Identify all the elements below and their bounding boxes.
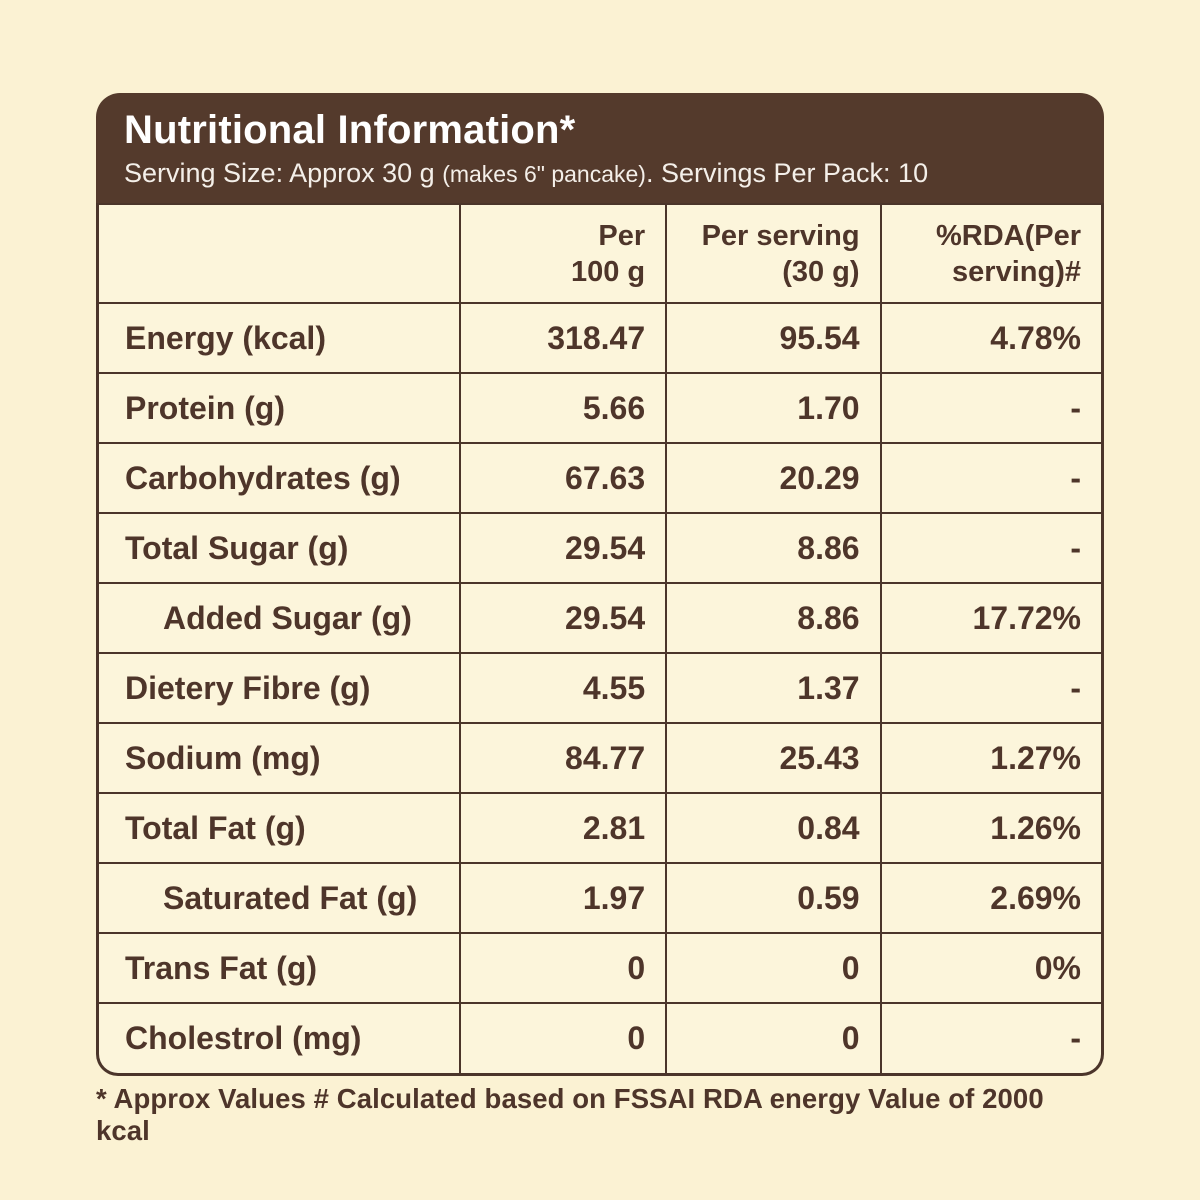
per-serving-value: 20.29 [665, 442, 882, 515]
per-serving-value: 95.54 [665, 302, 882, 375]
column-header-rda: %RDA(Per serving)# [879, 205, 1101, 305]
table-row-cholesterol: Cholestrol (mg) 0 0 - [99, 1002, 1101, 1074]
serving-info: Serving Size: Approx 30 g (makes 6" panc… [124, 157, 1076, 189]
per-serving-value: 0.59 [665, 862, 882, 935]
table-row-total-sugar: Total Sugar (g) 29.54 8.86 - [99, 512, 1101, 585]
per-serving-value: 0.84 [665, 792, 882, 865]
per-serving-value: 8.86 [665, 582, 882, 655]
per-serving-value: 0 [665, 932, 882, 1005]
rda-value: 4.78% [879, 302, 1101, 375]
per-100g-value: 1.97 [458, 862, 668, 935]
per-100g-value: 84.77 [458, 722, 668, 795]
per-100g-value: 318.47 [458, 302, 668, 375]
per-100g-value: 5.66 [458, 372, 668, 445]
per-100g-value: 4.55 [458, 652, 668, 725]
rda-value: 17.72% [879, 582, 1101, 655]
table-row-total-fat: Total Fat (g) 2.81 0.84 1.26% [99, 792, 1101, 865]
nutrient-label: Protein (g) [99, 372, 461, 445]
column-header-nutrient [99, 205, 461, 305]
rda-value: 0% [879, 932, 1101, 1005]
table-row-added-sugar: Added Sugar (g) 29.54 8.86 17.72% [99, 582, 1101, 655]
nutrient-label: Sodium (mg) [99, 722, 461, 795]
nutrient-label: Total Fat (g) [99, 792, 461, 865]
per-serving-value: 1.37 [665, 652, 882, 725]
column-header-per-serving: Per serving (30 g) [665, 205, 882, 305]
rda-value: 1.26% [879, 792, 1101, 865]
rda-value: 2.69% [879, 862, 1101, 935]
serving-size-text: Serving Size: Approx 30 g [124, 158, 443, 188]
table-row-dietary-fibre: Dietery Fibre (g) 4.55 1.37 - [99, 652, 1101, 725]
nutrition-table: Per 100 g Per serving (30 g) %RDA(Per se… [99, 205, 1101, 1074]
nutrient-label: Energy (kcal) [99, 302, 461, 375]
serving-size-note: (makes 6" pancake) [442, 161, 646, 187]
nutrient-label: Added Sugar (g) [99, 582, 461, 655]
rda-value: - [879, 372, 1101, 445]
column-header-per-100g: Per 100 g [458, 205, 668, 305]
table-row-protein: Protein (g) 5.66 1.70 - [99, 372, 1101, 445]
per-100g-value: 67.63 [458, 442, 668, 515]
rda-value: 1.27% [879, 722, 1101, 795]
nutrient-label: Dietery Fibre (g) [99, 652, 461, 725]
rda-value: - [879, 512, 1101, 585]
rda-value: - [879, 442, 1101, 515]
per-100g-value: 0 [458, 932, 668, 1005]
nutrition-table-wrapper: Per 100 g Per serving (30 g) %RDA(Per se… [96, 203, 1104, 1077]
per-serving-value: 0 [665, 1002, 882, 1074]
rda-value: - [879, 1002, 1101, 1074]
table-row-saturated-fat: Saturated Fat (g) 1.97 0.59 2.69% [99, 862, 1101, 935]
per-serving-value: 8.86 [665, 512, 882, 585]
table-row-carbohydrates: Carbohydrates (g) 67.63 20.29 - [99, 442, 1101, 515]
nutrient-label: Cholestrol (mg) [99, 1002, 461, 1074]
per-100g-value: 0 [458, 1002, 668, 1074]
nutrient-label: Saturated Fat (g) [99, 862, 461, 935]
table-row-trans-fat: Trans Fat (g) 0 0 0% [99, 932, 1101, 1005]
nutrient-label: Carbohydrates (g) [99, 442, 461, 515]
per-100g-value: 29.54 [458, 512, 668, 585]
nutrient-label: Trans Fat (g) [99, 932, 461, 1005]
servings-per-pack-text: . Servings Per Pack: 10 [645, 158, 929, 188]
table-row-sodium: Sodium (mg) 84.77 25.43 1.27% [99, 722, 1101, 795]
rda-value: - [879, 652, 1101, 725]
card-header: Nutritional Information* Serving Size: A… [96, 93, 1104, 204]
nutrition-card: Nutritional Information* Serving Size: A… [96, 93, 1104, 1147]
per-serving-value: 1.70 [665, 372, 882, 445]
per-100g-value: 2.81 [458, 792, 668, 865]
table-row-energy: Energy (kcal) 318.47 95.54 4.78% [99, 302, 1101, 375]
per-100g-value: 29.54 [458, 582, 668, 655]
per-serving-value: 25.43 [665, 722, 882, 795]
nutrient-label: Total Sugar (g) [99, 512, 461, 585]
page-title: Nutritional Information* [124, 108, 576, 152]
table-header-row: Per 100 g Per serving (30 g) %RDA(Per se… [99, 205, 1101, 305]
footnote: * Approx Values # Calculated based on FS… [96, 1083, 1044, 1147]
